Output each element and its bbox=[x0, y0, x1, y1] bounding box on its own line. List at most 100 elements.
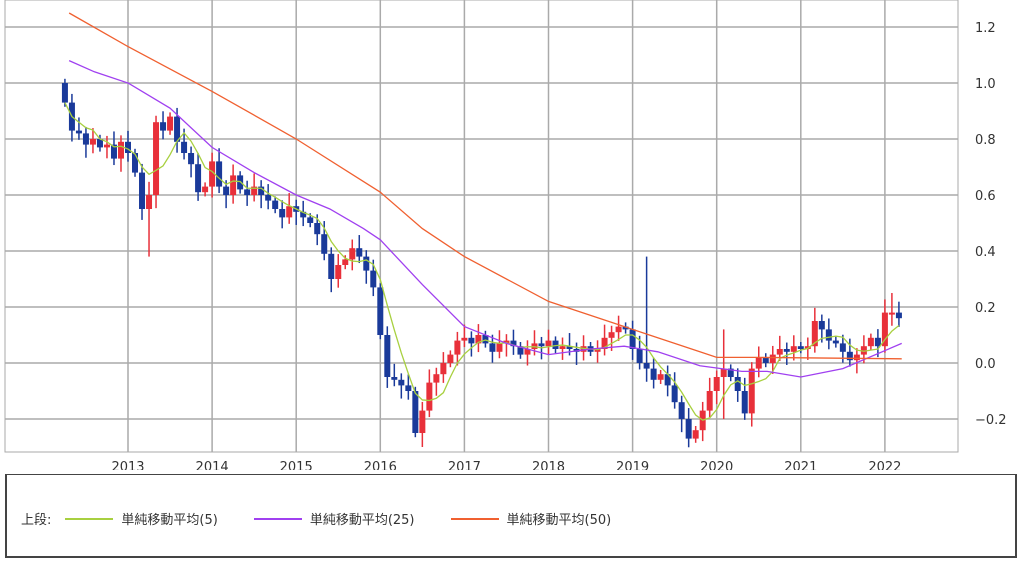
candle-body bbox=[440, 363, 447, 375]
candle-body bbox=[349, 248, 356, 260]
candle-body bbox=[454, 340, 461, 355]
candle-body bbox=[615, 326, 622, 333]
candle-body bbox=[307, 217, 314, 223]
candle-body bbox=[510, 340, 517, 347]
candle-body bbox=[832, 340, 839, 344]
candle-body bbox=[713, 377, 720, 391]
candle-body bbox=[391, 377, 398, 380]
candle-body bbox=[181, 141, 188, 153]
candle-body bbox=[356, 248, 363, 257]
legend-item-sma5: 単純移動平均(5) bbox=[57, 509, 218, 528]
candle-body bbox=[741, 391, 748, 414]
x-tick-label: 2020 bbox=[700, 460, 733, 470]
candle-body bbox=[286, 206, 293, 218]
candle-body bbox=[594, 349, 601, 352]
y-tick-label: 1.2 bbox=[975, 21, 996, 36]
candle-body bbox=[321, 234, 328, 254]
candle-body bbox=[279, 209, 286, 218]
x-tick-label: 2019 bbox=[616, 460, 649, 470]
candle-body bbox=[517, 346, 524, 355]
candle-body bbox=[461, 337, 468, 341]
candle-body bbox=[846, 351, 853, 361]
candle-body bbox=[601, 337, 608, 349]
candle-body bbox=[790, 346, 797, 352]
candle-body bbox=[797, 346, 804, 349]
candle-body bbox=[377, 287, 384, 335]
x-tick-label: 2022 bbox=[868, 460, 901, 470]
candle-body bbox=[496, 343, 503, 352]
candle-body bbox=[811, 321, 818, 347]
candle-body bbox=[734, 377, 741, 391]
candle-body bbox=[468, 337, 475, 344]
candle-body bbox=[482, 335, 489, 344]
candle-body bbox=[384, 335, 391, 377]
legend-item-sma50: 単純移動平均(50) bbox=[443, 509, 611, 528]
candle-body bbox=[727, 368, 734, 377]
sma-25-line bbox=[68, 60, 902, 378]
candle-body bbox=[419, 410, 426, 433]
candle-body bbox=[258, 186, 265, 195]
sma-5-line bbox=[64, 102, 900, 421]
y-tick-label: 0.2 bbox=[975, 301, 996, 316]
candle-body bbox=[671, 385, 678, 403]
candle-body bbox=[629, 329, 636, 349]
candle-body bbox=[769, 354, 776, 363]
candle-body bbox=[398, 379, 405, 386]
y-tick-label: 0.8 bbox=[975, 133, 996, 148]
candle-body bbox=[61, 83, 68, 103]
y-tick-label: 0.0 bbox=[975, 357, 996, 372]
sma-50-line bbox=[68, 12, 902, 360]
candle-body bbox=[370, 270, 377, 288]
candle-body bbox=[685, 419, 692, 439]
candle-body bbox=[776, 349, 783, 355]
candle-body bbox=[608, 332, 615, 338]
candle-body bbox=[538, 343, 545, 347]
candle-body bbox=[881, 312, 888, 347]
candle-body bbox=[426, 382, 433, 411]
y-tick-label: 0.6 bbox=[975, 189, 996, 204]
candle-body bbox=[755, 357, 762, 369]
candle-body bbox=[447, 354, 454, 363]
candle-body bbox=[89, 139, 96, 145]
candle-body bbox=[783, 349, 790, 352]
candle-body bbox=[300, 211, 307, 218]
candle-body bbox=[188, 153, 195, 165]
candle-body bbox=[174, 116, 181, 142]
candle-body bbox=[335, 265, 342, 279]
candle-body bbox=[867, 337, 874, 347]
candle-body bbox=[230, 175, 237, 195]
y-tick-label: 0.4 bbox=[975, 245, 996, 260]
candle-body bbox=[622, 326, 629, 330]
x-tick-label: 2013 bbox=[111, 460, 144, 470]
candle-body bbox=[265, 195, 272, 201]
candle-body bbox=[328, 253, 335, 279]
candle-body bbox=[888, 312, 895, 315]
plot-area bbox=[4, 0, 959, 453]
candle-body bbox=[692, 430, 699, 439]
candle-body bbox=[153, 122, 160, 195]
candle-body bbox=[125, 141, 131, 153]
candle-body bbox=[720, 368, 727, 377]
candle-body bbox=[103, 144, 110, 148]
candle-body bbox=[818, 321, 825, 330]
candle-body bbox=[314, 223, 321, 235]
candle-body bbox=[678, 402, 685, 419]
candle-body bbox=[202, 186, 209, 193]
x-tick-label: 2018 bbox=[532, 460, 565, 470]
candle-body bbox=[139, 172, 146, 209]
candle-body bbox=[132, 153, 139, 173]
candle-body bbox=[363, 256, 370, 271]
candle-body bbox=[874, 337, 881, 347]
candle-body bbox=[552, 340, 559, 349]
candle-body bbox=[146, 195, 153, 209]
x-tick-label: 2015 bbox=[280, 460, 313, 470]
candle-body bbox=[82, 133, 89, 145]
candle-body bbox=[545, 340, 552, 347]
candle-body bbox=[650, 368, 657, 380]
candle-body bbox=[412, 391, 419, 433]
x-tick-label: 2021 bbox=[784, 460, 817, 470]
candle-body bbox=[272, 200, 279, 209]
candle-body bbox=[405, 385, 412, 391]
candle-body bbox=[223, 186, 230, 195]
candle-body bbox=[433, 374, 440, 383]
